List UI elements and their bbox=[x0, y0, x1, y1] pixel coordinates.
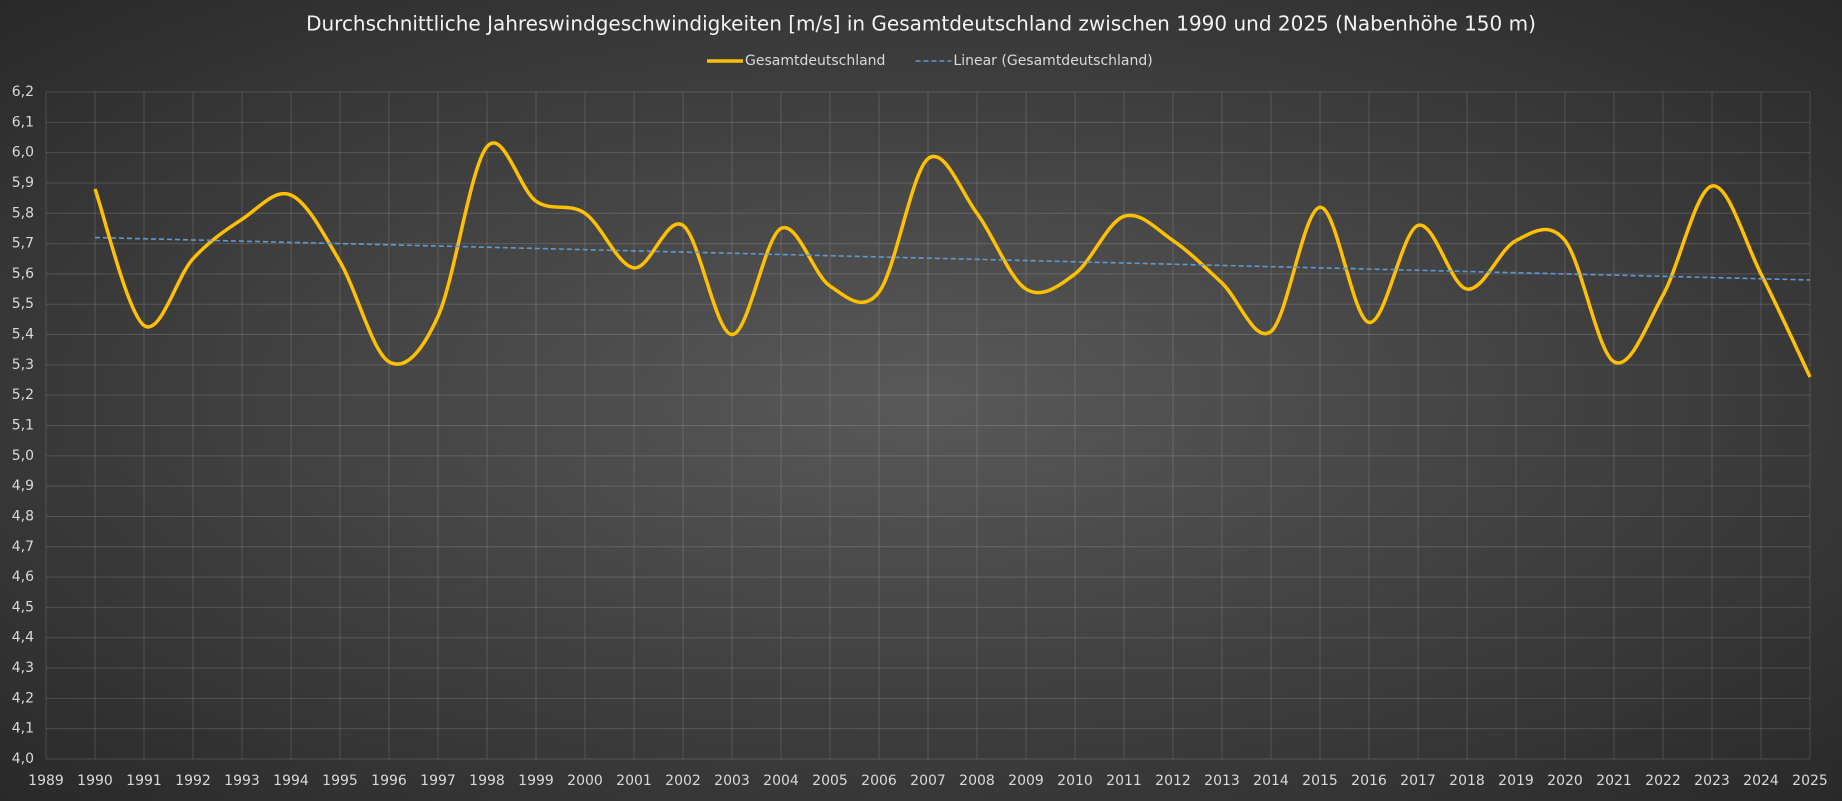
x-tick-label: 2016 bbox=[1351, 773, 1387, 789]
x-tick-label: 1991 bbox=[126, 773, 162, 789]
x-tick-label: 1996 bbox=[371, 773, 407, 789]
y-tick-label: 5,1 bbox=[12, 418, 34, 434]
x-tick-label: 2001 bbox=[616, 773, 652, 789]
y-tick-label: 5,3 bbox=[12, 357, 34, 373]
x-tick-label: 2014 bbox=[1253, 773, 1289, 789]
x-tick-label: 2023 bbox=[1694, 773, 1730, 789]
trend-line bbox=[94, 236, 1811, 281]
y-tick-label: 6,0 bbox=[12, 145, 34, 161]
y-tick-label: 5,2 bbox=[12, 387, 34, 403]
x-tick-label: 2013 bbox=[1204, 773, 1240, 789]
x-tick-label: 1989 bbox=[28, 773, 64, 789]
chart-title: Durchschnittliche Jahreswindgeschwindigk… bbox=[306, 12, 1536, 36]
y-tick-label: 4,1 bbox=[12, 721, 34, 737]
x-tick-label: 2004 bbox=[763, 773, 799, 789]
x-tick-label: 2024 bbox=[1743, 773, 1779, 789]
line bbox=[93, 141, 1812, 378]
y-tick-label: 5,7 bbox=[12, 236, 34, 252]
x-tick-label: 1992 bbox=[175, 773, 211, 789]
x-tick-label: 1994 bbox=[273, 773, 309, 789]
x-tick-label: 2012 bbox=[1155, 773, 1191, 789]
x-tick-label: 2007 bbox=[910, 773, 946, 789]
y-tick-label: 5,5 bbox=[12, 296, 34, 312]
x-tick-label: 2022 bbox=[1645, 773, 1681, 789]
x-tick-label: 2015 bbox=[1302, 773, 1338, 789]
x-tick-label: 1997 bbox=[420, 773, 456, 789]
x-tick-label: 1999 bbox=[518, 773, 554, 789]
y-tick-label: 4,4 bbox=[12, 630, 34, 646]
x-tick-label: 2009 bbox=[1008, 773, 1044, 789]
y-tick-label: 5,6 bbox=[12, 266, 34, 282]
x-tick-label: 1993 bbox=[224, 773, 260, 789]
y-tick-label: 4,6 bbox=[12, 569, 34, 585]
x-tick-label: 2020 bbox=[1547, 773, 1583, 789]
x-tick-label: 1998 bbox=[469, 773, 505, 789]
x-tick-label: 2021 bbox=[1596, 773, 1632, 789]
x-tick-label: 2008 bbox=[959, 773, 995, 789]
y-tick-label: 4,0 bbox=[12, 751, 34, 767]
x-tick-label: 2002 bbox=[665, 773, 701, 789]
y-tick-label: 4,8 bbox=[12, 508, 34, 524]
x-tick-label: 2005 bbox=[812, 773, 848, 789]
x-tick-label: 2011 bbox=[1106, 773, 1142, 789]
y-tick-label: 4,9 bbox=[12, 478, 34, 494]
legend-label: Gesamtdeutschland bbox=[745, 53, 885, 69]
y-tick-label: 6,2 bbox=[12, 84, 34, 100]
x-tick-label: 1995 bbox=[322, 773, 358, 789]
x-tick-label: 2000 bbox=[567, 773, 603, 789]
y-tick-label: 4,2 bbox=[12, 690, 34, 706]
x-tick-label: 2003 bbox=[714, 773, 750, 789]
y-tick-label: 5,4 bbox=[12, 327, 34, 343]
x-tick-label: 2019 bbox=[1498, 773, 1534, 789]
y-tick-label: 4,3 bbox=[12, 660, 34, 676]
x-tick-label: 2025 bbox=[1792, 773, 1828, 789]
y-tick-label: 5,8 bbox=[12, 205, 34, 221]
y-tick-label: 4,7 bbox=[12, 539, 34, 555]
y-tick-label: 5,9 bbox=[12, 175, 34, 191]
y-tick-label: 5,0 bbox=[12, 448, 34, 464]
x-tick-label: 2017 bbox=[1400, 773, 1436, 789]
x-tick-label: 1990 bbox=[77, 773, 113, 789]
y-tick-label: 6,1 bbox=[12, 114, 34, 130]
x-tick-label: 2010 bbox=[1057, 773, 1093, 789]
x-tick-label: 2018 bbox=[1449, 773, 1485, 789]
x-tick-label: 2006 bbox=[861, 773, 897, 789]
legend-label: Linear (Gesamtdeutschland) bbox=[953, 53, 1152, 69]
y-tick-label: 4,5 bbox=[12, 599, 34, 615]
